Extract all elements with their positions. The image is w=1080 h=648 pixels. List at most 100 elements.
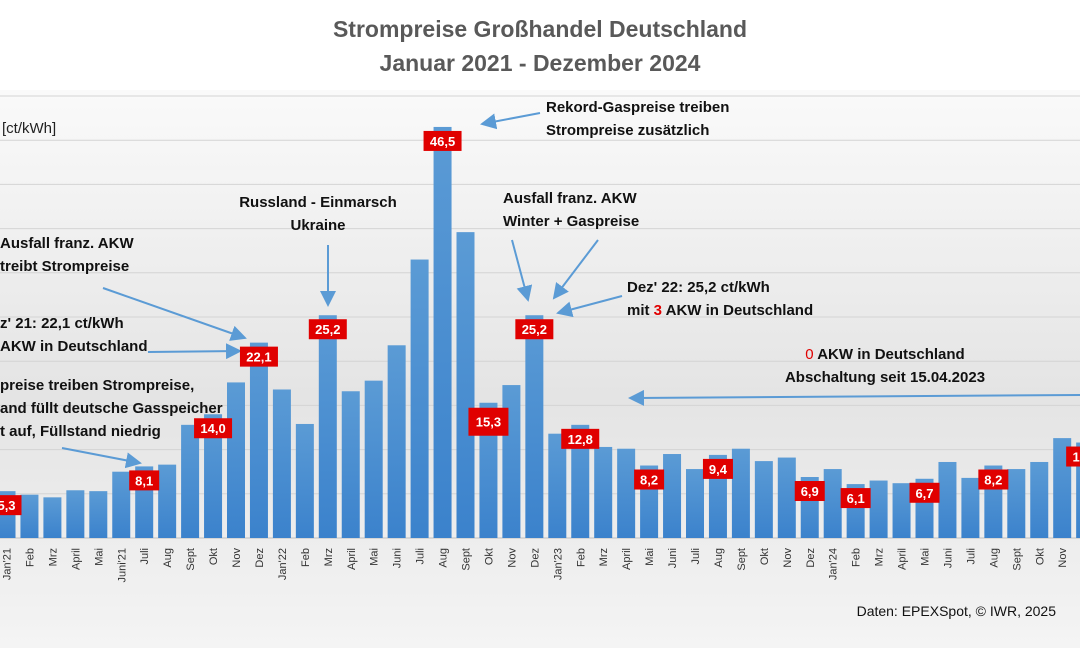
x-tick-label: Sept bbox=[461, 548, 473, 571]
data-label: 8,2 bbox=[640, 473, 658, 488]
data-label: 15,3 bbox=[476, 415, 501, 430]
x-tick-label: Sept bbox=[736, 548, 748, 571]
data-label: 6,1 bbox=[847, 491, 865, 506]
bar bbox=[892, 483, 911, 538]
bar bbox=[410, 259, 429, 538]
bar bbox=[272, 389, 291, 538]
annotation-dez22: Dez' 22: 25,2 ct/kWh mit 3 AKW in Deutsch… bbox=[627, 279, 814, 319]
annotation-ausfall-akw-2021: Ausfall franz. AKW treibt Strompreise bbox=[0, 235, 134, 275]
x-tick-label: Sept bbox=[185, 548, 197, 571]
bar bbox=[1030, 461, 1049, 538]
data-label-box bbox=[840, 488, 871, 509]
source-note: Daten: EPEXSpot, © IWR, 2025 bbox=[856, 603, 1056, 619]
data-label: 46,5 bbox=[430, 134, 455, 149]
x-tick-label: April bbox=[897, 548, 909, 570]
annotation-rekord-gaspreise: Rekord-Gaspreise treiben Strompreise zusä… bbox=[546, 99, 730, 139]
x-tick-label: Juni bbox=[392, 548, 404, 568]
data-label: 12,8 bbox=[568, 432, 593, 447]
x-tick-label: Mrz bbox=[598, 548, 610, 566]
x-tick-label: Aug bbox=[988, 548, 1000, 568]
data-label-box bbox=[561, 428, 600, 449]
x-tick-label: Okt bbox=[208, 548, 220, 565]
annotation-dez21: z' 21: 22,1 ct/kWh AKW in Deutschland bbox=[0, 315, 148, 355]
x-tick-label: Dez bbox=[254, 548, 266, 568]
x-tick-label: Mai bbox=[644, 548, 656, 566]
x-tick-label: Sept bbox=[1011, 548, 1023, 571]
data-label: 5,3 bbox=[0, 498, 16, 513]
annotation-arrow bbox=[628, 389, 1080, 406]
x-tick-label: Dez bbox=[529, 548, 541, 568]
bar bbox=[387, 345, 406, 538]
annotation-arrow bbox=[147, 343, 242, 360]
x-tick-label: Feb bbox=[24, 548, 36, 567]
x-tick-label: Feb bbox=[300, 548, 312, 567]
data-label-box bbox=[794, 481, 825, 502]
bar bbox=[823, 469, 842, 538]
x-tick-label: Feb bbox=[575, 548, 587, 567]
x-tick-label: Okt bbox=[759, 548, 771, 565]
x-tick-label: Mai bbox=[369, 548, 381, 566]
bar bbox=[1076, 442, 1080, 538]
data-label-box bbox=[634, 469, 665, 490]
data-label: 8,2 bbox=[984, 473, 1002, 488]
bar bbox=[249, 342, 268, 538]
data-label-box bbox=[515, 319, 554, 340]
bar bbox=[525, 315, 544, 538]
bar bbox=[686, 469, 704, 538]
data-label-box bbox=[909, 482, 940, 503]
annotation-arrow bbox=[102, 287, 247, 341]
x-tick-label: Aug bbox=[438, 548, 450, 568]
annotation-arrow bbox=[556, 295, 623, 318]
data-label-box bbox=[129, 470, 160, 491]
x-tick-label: Nov bbox=[782, 548, 794, 568]
data-label: 6,7 bbox=[915, 486, 933, 501]
y-axis-unit: [ct/kWh] bbox=[2, 120, 57, 137]
annotation-gaspreise: preise treiben Strompreise, and füllt deu… bbox=[0, 377, 223, 440]
x-tick-label: Jan'22 bbox=[277, 548, 289, 580]
bar bbox=[204, 414, 223, 538]
annotation-ausfall-akw-2022: Ausfall franz. AKW Winter + Gaspreise bbox=[503, 190, 640, 230]
data-label-box bbox=[1066, 446, 1080, 467]
data-label-box bbox=[468, 407, 509, 436]
x-tick-label: Mrz bbox=[874, 548, 886, 566]
data-label: 10,8 bbox=[1072, 450, 1080, 465]
x-tick-label: Jan'21 bbox=[2, 548, 14, 580]
data-label: 6,9 bbox=[801, 484, 819, 499]
x-tick-label: Juli bbox=[965, 548, 977, 565]
x-tick-label: Dez bbox=[805, 548, 817, 568]
x-tick-label: Mrz bbox=[323, 548, 335, 566]
bar bbox=[938, 461, 957, 538]
bar bbox=[66, 490, 85, 538]
x-tick-label: Jan'24 bbox=[828, 548, 840, 580]
bar bbox=[961, 477, 980, 538]
bar bbox=[1007, 469, 1026, 538]
bar bbox=[571, 424, 590, 538]
x-tick-label: Mai bbox=[93, 548, 105, 566]
x-tick-label: Aug bbox=[713, 548, 725, 568]
x-tick-label: Juni bbox=[942, 548, 954, 568]
bar bbox=[227, 382, 245, 538]
chart-title-line2: Januar 2021 - Dezember 2024 bbox=[379, 50, 701, 76]
data-label: 14,0 bbox=[200, 421, 225, 436]
x-tick-label: Mai bbox=[920, 548, 932, 566]
x-tick-label: Okt bbox=[1034, 548, 1046, 565]
x-tick-label: Juli bbox=[415, 548, 427, 565]
chart-title-line1: Strompreise Großhandel Deutschland bbox=[332, 16, 748, 42]
x-tick-label: Jan'23 bbox=[552, 548, 564, 580]
bar bbox=[479, 402, 498, 538]
data-label: 25,2 bbox=[315, 322, 340, 337]
data-label: 9,4 bbox=[709, 462, 728, 477]
bar bbox=[548, 433, 567, 538]
bar bbox=[112, 471, 131, 538]
bar bbox=[295, 423, 314, 538]
x-tick-label: April bbox=[621, 548, 633, 570]
x-tick-label: Okt bbox=[483, 548, 495, 565]
annotation-arrow bbox=[61, 447, 142, 469]
data-label-box bbox=[0, 495, 22, 516]
data-label: 25,2 bbox=[522, 322, 547, 337]
data-label: 22,1 bbox=[246, 350, 271, 365]
bar bbox=[181, 424, 200, 538]
x-tick-label: Juni'21 bbox=[116, 548, 128, 583]
annotation-russland: Russland - Einmarsch Ukraine bbox=[239, 194, 397, 234]
